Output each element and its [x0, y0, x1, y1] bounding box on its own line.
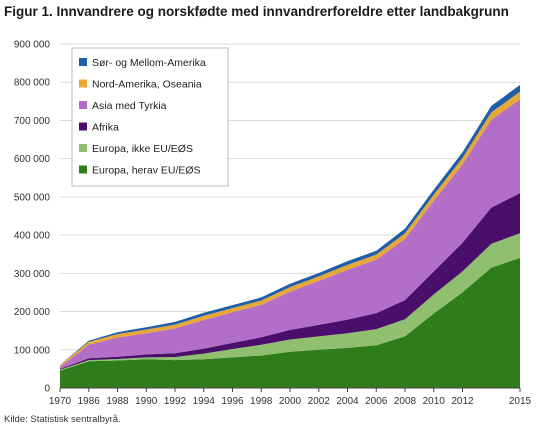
area-series-1 [60, 233, 520, 371]
legend-swatch [79, 165, 87, 174]
x-tick-label: 2004 [336, 396, 359, 407]
y-tick-label: 100 000 [14, 345, 51, 356]
legend: Sør- og Mellom-Amerika Nord-Amerika, Osea… [71, 47, 229, 187]
legend-swatch [79, 122, 87, 131]
x-tick-label: 1996 [221, 396, 244, 407]
y-tick-labels: 0 100 000 200 000 300 000 400 000 500 000 600 … [14, 40, 51, 395]
legend-label: Afrika [92, 122, 119, 134]
legend-label: Nord-Amerika, Oseania [92, 79, 202, 91]
x-tick-label: 1998 [250, 396, 273, 407]
y-tick-label: 700 000 [14, 116, 51, 127]
y-tick-label: 300 000 [14, 269, 51, 280]
x-tick-label: 1970 [49, 396, 72, 407]
x-tick-label: 2002 [308, 396, 331, 407]
area-series-2 [60, 193, 520, 370]
x-tick-label: 1994 [193, 396, 216, 407]
legend-swatch [79, 144, 87, 152]
x-tick-label: 2012 [451, 396, 474, 407]
x-tick-label: 1990 [135, 396, 158, 407]
area-series-3 [60, 99, 520, 369]
legend-label: Sør- og Mellom-Amerika [92, 57, 206, 69]
y-tick-label: 800 000 [14, 78, 51, 89]
x-tick-label: 1988 [106, 396, 129, 407]
legend-box [71, 47, 229, 187]
chart-title: Figur 1. Innvandrere og norskfødte med i… [4, 4, 509, 19]
legend-swatch [79, 58, 87, 66]
x-tick-label: 1986 [78, 396, 101, 407]
y-tick-label: 500 000 [14, 192, 51, 203]
y-tick-label: 900 000 [14, 40, 51, 51]
x-tick-label: 2008 [394, 396, 417, 407]
legend-label: Europa, herav EU/EØS [92, 165, 201, 177]
legend-label: Europa, ikke EU/EØS [92, 143, 193, 155]
x-tick-label: 2015 [509, 396, 532, 407]
y-tick-label: 0 [44, 384, 50, 395]
x-tick-label: 2010 [423, 396, 446, 407]
legend-swatch [79, 79, 87, 88]
y-tick-label: 200 000 [14, 307, 51, 318]
area-series [60, 84, 520, 388]
x-tick-labels: 1970 1986 1988 1990 1992 1994 1996 1998 2000 2002… [49, 388, 532, 407]
x-tick-label: 1992 [164, 396, 187, 407]
legend-swatch [79, 101, 87, 109]
legend-label: Asia med Tyrkia [92, 100, 167, 112]
y-tick-label: 600 000 [14, 154, 51, 165]
area-series-0 [60, 258, 520, 388]
source-note: Kilde: Statistisk sentralbyrå. [4, 414, 121, 425]
x-tick-label: 2000 [279, 396, 302, 407]
area-series-4 [60, 91, 520, 368]
y-tick-label: 400 000 [14, 231, 51, 242]
x-tick-label: 2006 [365, 396, 388, 407]
